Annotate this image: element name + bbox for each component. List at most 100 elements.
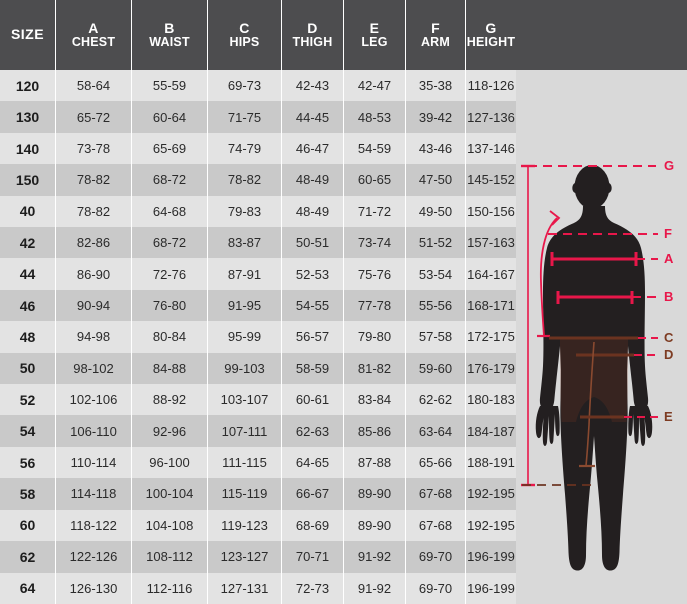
- cell-measurement: 70-71: [281, 541, 343, 573]
- cell-measurement: 110-114: [55, 446, 131, 479]
- table-row: 62 122-126 108-112 123-127 70-71 91-92 69-70 19…: [0, 541, 516, 573]
- table-row: 42 82-86 68-72 83-87 50-51 73-74 51-52 157-163: [0, 227, 516, 259]
- cell-measurement: 59-60: [405, 352, 465, 385]
- cell-measurement: 68-72: [131, 227, 207, 259]
- table-header-band: SIZE A CHEST B WAIST C HIPS D THIGH E LE…: [0, 0, 687, 70]
- figure-label-e: E: [664, 409, 673, 424]
- cell-measurement: 90-94: [55, 289, 131, 322]
- cell-measurement: 50-51: [281, 227, 343, 259]
- figure-label-g: G: [664, 158, 675, 173]
- cell-measurement: 35-38: [405, 70, 465, 102]
- cell-measurement: 68-69: [281, 509, 343, 542]
- cell-measurement: 78-82: [207, 164, 281, 196]
- table-row: 52 102-106 88-92 103-107 60-61 83-84 62-62 180-…: [0, 384, 516, 416]
- cell-size: 54: [19, 423, 36, 440]
- column-header-thigh: D THIGH: [281, 0, 343, 70]
- cell-measurement: 106-110: [55, 415, 131, 447]
- cell-measurement: 67-68: [405, 478, 465, 510]
- cell-measurement: 192-195: [465, 509, 516, 542]
- cell-measurement: 196-199: [465, 541, 516, 573]
- column-header-waist: B WAIST: [131, 0, 207, 70]
- cell-measurement: 126-130: [55, 572, 131, 604]
- column-header-thigh-label: THIGH: [292, 34, 333, 49]
- leg-length-line-e: [585, 341, 595, 467]
- cell-measurement: 108-112: [131, 541, 207, 573]
- cell-size: 44: [19, 266, 36, 283]
- cell-measurement: 114-118: [55, 478, 131, 510]
- cell-size: 58: [19, 485, 36, 502]
- cell-measurement: 42-43: [281, 70, 343, 102]
- cell-measurement: 89-90: [343, 509, 405, 542]
- cell-measurement: 53-54: [405, 258, 465, 290]
- cell-measurement: 68-72: [131, 164, 207, 196]
- cell-measurement: 123-127: [207, 541, 281, 573]
- cell-measurement: 69-73: [207, 70, 281, 102]
- figure-label-a: A: [664, 251, 674, 266]
- table-row: 44 86-90 72-76 87-91 52-53 75-76 53-54 164-167: [0, 258, 516, 290]
- cell-size: 40: [19, 203, 36, 220]
- cell-measurement: 84-88: [131, 352, 207, 385]
- cell-measurement: 104-108: [131, 509, 207, 542]
- cell-measurement: 88-92: [131, 384, 207, 416]
- cell-measurement: 89-90: [343, 478, 405, 510]
- cell-measurement: 137-146: [465, 132, 516, 165]
- cell-measurement: 71-75: [207, 101, 281, 133]
- cell-measurement: 85-86: [343, 415, 405, 447]
- cell-measurement: 39-42: [405, 101, 465, 133]
- cell-measurement: 91-92: [343, 541, 405, 573]
- cell-measurement: 82-86: [55, 227, 131, 259]
- column-header-arm-label: ARM: [420, 34, 451, 49]
- table-row: 140 73-78 65-69 74-79 46-47 54-59 43-46 137-146: [0, 132, 516, 165]
- cell-measurement: 65-69: [131, 132, 207, 165]
- cell-measurement: 48-49: [281, 164, 343, 196]
- cell-measurement: 72-76: [131, 258, 207, 290]
- column-header-leg-label: LEG: [361, 34, 388, 49]
- cell-measurement: 73-74: [343, 227, 405, 259]
- cell-measurement: 43-46: [405, 132, 465, 165]
- cell-measurement: 112-116: [131, 572, 207, 604]
- cell-measurement: 42-47: [343, 70, 405, 102]
- column-header-waist-letter: B: [164, 19, 175, 36]
- cell-measurement: 54-59: [343, 132, 405, 165]
- cell-size: 50: [19, 360, 36, 377]
- column-header-thigh-letter: D: [307, 19, 318, 36]
- table-row: 50 98-102 84-88 99-103 58-59 81-82 59-60 176-17…: [0, 352, 516, 385]
- arm-length-curve-f: [539, 217, 558, 337]
- cell-measurement: 44-45: [281, 101, 343, 133]
- cell-measurement: 63-64: [405, 415, 465, 447]
- cell-size: 62: [19, 548, 36, 565]
- cell-measurement: 81-82: [343, 352, 405, 385]
- cell-measurement: 103-107: [207, 384, 281, 416]
- cell-measurement: 102-106: [55, 384, 131, 416]
- cell-measurement: 75-76: [343, 258, 405, 290]
- cell-measurement: 62-63: [281, 415, 343, 447]
- cell-measurement: 107-111: [207, 415, 281, 447]
- cell-measurement: 196-199: [465, 572, 516, 604]
- cell-measurement: 79-80: [343, 321, 405, 353]
- cell-measurement: 56-57: [281, 321, 343, 353]
- cell-measurement: 192-195: [465, 478, 516, 510]
- cell-measurement: 92-96: [131, 415, 207, 447]
- column-header-arm-letter: F: [431, 19, 440, 36]
- column-header-leg-letter: E: [369, 19, 380, 36]
- cell-measurement: 48-53: [343, 101, 405, 133]
- table-row: 64 126-130 112-116 127-131 72-73 91-92 69-70 19…: [0, 572, 516, 604]
- cell-measurement: 67-68: [405, 509, 465, 542]
- cell-measurement: 71-72: [343, 195, 405, 228]
- cell-measurement: 54-55: [281, 289, 343, 322]
- column-header-height-letter: G: [485, 19, 497, 36]
- cell-measurement: 60-65: [343, 164, 405, 196]
- cell-measurement: 119-123: [207, 509, 281, 542]
- cell-measurement: 91-92: [343, 572, 405, 604]
- column-header-chest-letter: A: [88, 19, 99, 36]
- cell-size: 46: [19, 297, 36, 314]
- cell-measurement: 122-126: [55, 541, 131, 573]
- cell-measurement: 51-52: [405, 227, 465, 259]
- cell-measurement: 69-70: [405, 572, 465, 604]
- cell-measurement: 60-64: [131, 101, 207, 133]
- cell-measurement: 188-191: [465, 446, 516, 479]
- cell-measurement: 47-50: [405, 164, 465, 196]
- column-header-hips-label: HIPS: [229, 34, 260, 49]
- cell-measurement: 164-167: [465, 258, 516, 290]
- cell-measurement: 150-156: [465, 195, 516, 228]
